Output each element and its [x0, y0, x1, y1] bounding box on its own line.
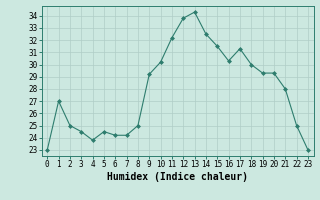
X-axis label: Humidex (Indice chaleur): Humidex (Indice chaleur) — [107, 172, 248, 182]
